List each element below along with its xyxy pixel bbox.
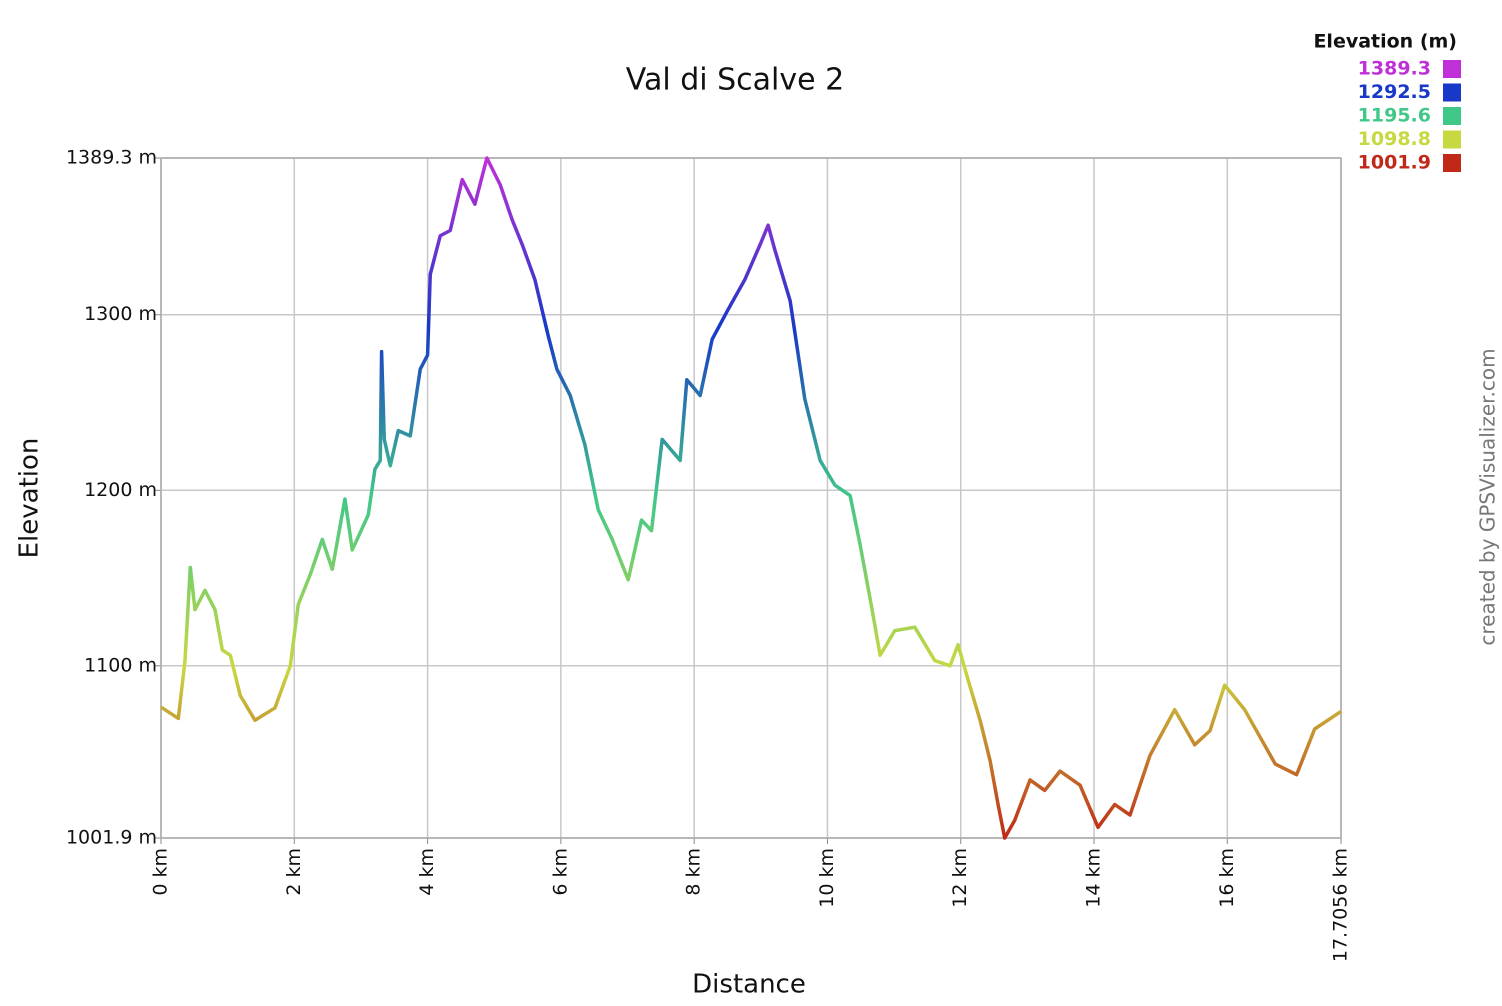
x-tick-label: 4 km	[416, 848, 438, 896]
legend-swatch	[1443, 107, 1461, 125]
x-tick-label: 8 km	[683, 848, 705, 896]
x-tick-label: 10 km	[816, 848, 838, 908]
legend-swatch	[1443, 130, 1461, 149]
y-tick-label: 1300 m	[84, 303, 157, 325]
x-tick-label: 16 km	[1216, 848, 1238, 908]
y-axis-label: Elevation	[15, 438, 45, 559]
legend-swatch	[1443, 154, 1461, 172]
legend-label: 1195.6	[1358, 105, 1431, 127]
x-tick-label: 0 km	[150, 848, 172, 896]
legend-title: Elevation (m)	[1313, 31, 1457, 53]
legend-label: 1001.9	[1358, 152, 1431, 174]
legend-label: 1292.5	[1358, 81, 1431, 103]
x-tick-label: 12 km	[949, 848, 971, 908]
x-tick-label: 14 km	[1083, 848, 1105, 908]
x-axis-label: Distance	[692, 970, 806, 1000]
y-tick-label: 1001.9 m	[66, 827, 157, 849]
credit: created by GPSVisualizer.com	[1476, 348, 1500, 645]
y-tick-label: 1100 m	[84, 654, 157, 676]
x-tick-label: 2 km	[283, 848, 305, 896]
chart-title: Val di Scalve 2	[626, 63, 844, 98]
legend-label: 1098.8	[1358, 128, 1431, 150]
x-tick-label: 17.7056 km	[1330, 848, 1352, 962]
elevation-line	[160, 156, 1342, 840]
plot-border	[160, 157, 1342, 839]
legend-label: 1389.3	[1358, 58, 1431, 80]
legend-swatch	[1443, 60, 1461, 78]
x-tick-label: 6 km	[549, 848, 571, 896]
y-tick-label: 1389.3 m	[66, 147, 157, 169]
y-tick-label: 1200 m	[84, 479, 157, 501]
legend-swatch	[1443, 83, 1461, 102]
